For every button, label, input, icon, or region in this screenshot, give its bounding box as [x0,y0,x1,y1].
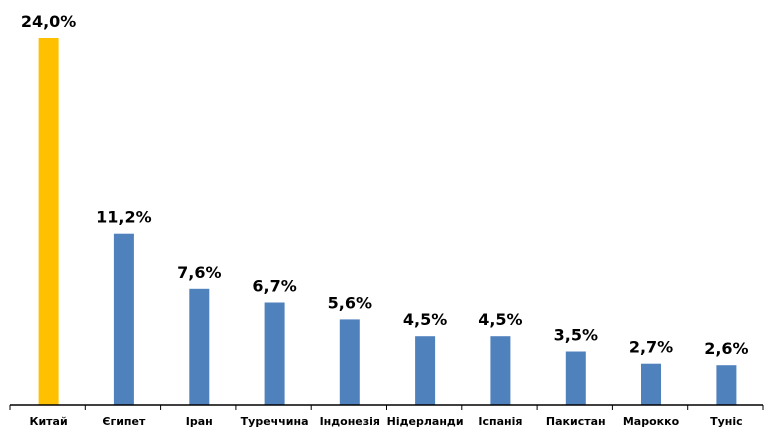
category-label: Іспанія [478,415,522,428]
value-label: 6,7% [252,277,296,296]
value-label: 4,5% [478,310,522,329]
value-label: 2,6% [704,339,748,358]
bar-4 [339,319,360,405]
bar-9 [716,365,737,405]
bar-0 [38,38,59,405]
category-label: Туреччина [241,415,309,428]
value-label: 2,7% [629,338,673,357]
bar-6 [490,336,511,405]
value-label: 4,5% [403,310,447,329]
bar-2 [189,288,210,405]
category-label: Марокко [623,415,680,428]
category-label: Єгипет [102,415,146,428]
bar-1 [113,233,134,405]
value-label: 24,0% [21,12,77,31]
category-label: Індонезія [320,415,380,428]
bars-group [38,38,737,405]
category-labels-group: Китай Єгипет Іран Туреччина Індонезія Нідерла… [29,415,742,428]
value-label: 3,5% [554,326,598,345]
value-labels-group: 24,0% 11,2% 7,6% 6,7% 5,6% 4,5% 4,5% 3,5% 2,7% 2,… [21,12,749,358]
category-label: Пакистан [546,415,606,428]
category-label: Нідерланди [387,415,464,428]
value-label: 5,6% [328,293,372,312]
category-label: Туніс [710,415,743,428]
category-label: Китай [29,415,67,428]
value-label: 11,2% [96,208,152,227]
category-label: Іран [186,415,213,428]
bar-5 [415,336,436,405]
value-label: 7,6% [177,263,221,282]
bar-3 [264,302,285,405]
bar-7 [565,351,586,405]
bar-8 [641,363,661,405]
x-axis-ticks-group [9,405,764,410]
